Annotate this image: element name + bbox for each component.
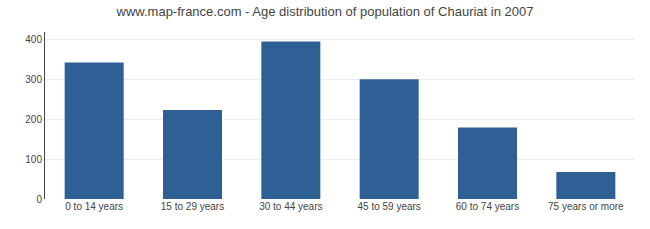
svg-text:100: 100: [25, 154, 42, 165]
svg-text:0 to 14 years: 0 to 14 years: [65, 201, 123, 212]
svg-text:60 to 74 years: 60 to 74 years: [456, 201, 519, 212]
svg-text:30 to 44 years: 30 to 44 years: [259, 201, 322, 212]
svg-text:300: 300: [25, 74, 42, 85]
svg-text:75 years or more: 75 years or more: [548, 201, 624, 212]
svg-text:45 to 59 years: 45 to 59 years: [357, 201, 420, 212]
svg-text:400: 400: [25, 34, 42, 45]
svg-text:0: 0: [36, 194, 42, 205]
svg-text:www.map-france.com - Age distr: www.map-france.com - Age distribution of…: [116, 4, 534, 19]
svg-text:15 to 29 years: 15 to 29 years: [161, 201, 224, 212]
svg-text:200: 200: [25, 114, 42, 125]
